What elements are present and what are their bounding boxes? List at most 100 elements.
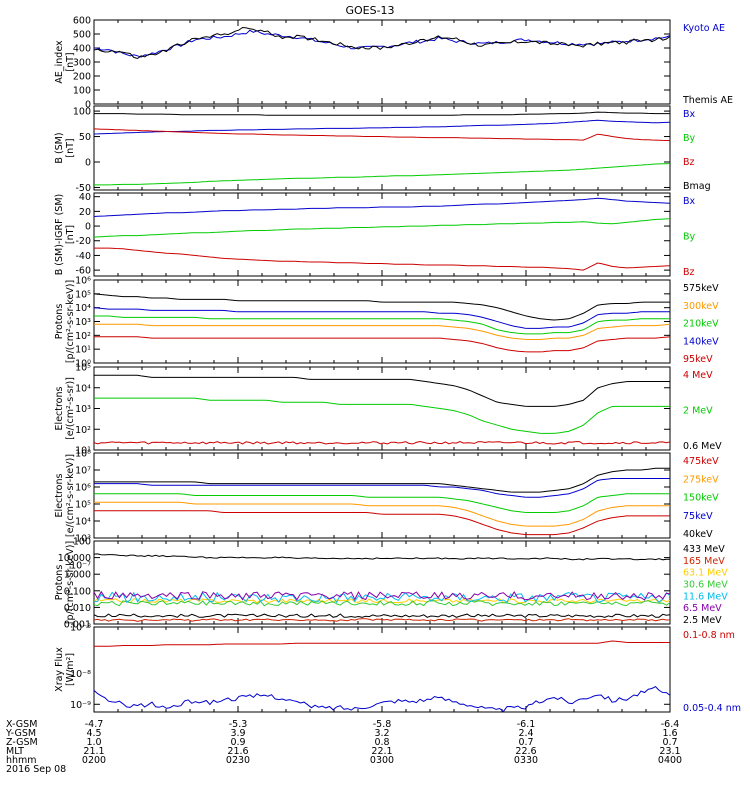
y-tick-label: 10⁴: [75, 383, 91, 394]
legend-label: 6.5 MeV: [683, 603, 722, 614]
series-line: [94, 600, 670, 607]
legend-label: 475keV: [683, 456, 719, 467]
y-axis-label: Xray Flux: [54, 647, 65, 692]
legend-label: 11.6 MeV: [683, 591, 728, 602]
x-row-label: 2016 Sep 08: [6, 764, 66, 775]
panel-frame: [93, 279, 671, 364]
x-row-label: Y-GSM: [5, 728, 36, 739]
y-tick-label: 10⁵: [75, 500, 91, 511]
y-tick-label: 0: [85, 222, 91, 233]
legend-label: 300keV: [683, 301, 719, 312]
y-tick-label: 10³: [75, 317, 91, 328]
panel-7: Protons [p/(cm²-s-sr-keV)]0.001 0.010 0.100…: [54, 537, 728, 631]
legend-label: 210keV: [683, 319, 719, 330]
series-line: [94, 218, 670, 238]
y-tick-label: 10⁴: [75, 303, 91, 314]
x-value: 1.6: [662, 728, 677, 739]
x-value: -4.7: [85, 719, 104, 730]
x-value: 4.5: [86, 728, 101, 739]
y-tick-label: 0: [85, 100, 91, 111]
y-tick-label: 1.000: [64, 570, 91, 581]
series-line: [94, 128, 670, 142]
x-row-label: hhmm: [6, 755, 37, 766]
series-line: [94, 315, 670, 335]
y-tick-label: 10²: [75, 331, 91, 342]
y-tick-label: 10⁰: [75, 359, 91, 370]
series-line: [94, 510, 670, 536]
legend-label: By: [683, 232, 696, 243]
y-axis-label: B (SM)-IGRF (SM): [54, 194, 65, 276]
legend-label: 2 MeV: [683, 406, 713, 417]
legend-label: 95keV: [683, 354, 713, 365]
x-value: 21.6: [227, 746, 248, 757]
y-tick-label: 10²: [75, 425, 91, 436]
y-tick-label: 10⁻⁸: [70, 669, 91, 680]
series-line: [94, 397, 670, 434]
x-value: 0.8: [374, 737, 389, 748]
y-axis-label: [nT]: [65, 225, 76, 244]
x-value: -5.3: [229, 719, 248, 730]
x-value: 22.1: [371, 746, 392, 757]
panel-6: Electrons [e/(cm²-s-sr-keV)]10³ 10⁴ 10⁵ 10⁶ 1…: [54, 449, 719, 545]
y-axis-label: Protons: [54, 304, 65, 340]
y-tick-label: 100: [73, 86, 91, 97]
series-line: [94, 293, 670, 321]
y-axis-label: [nT]: [65, 138, 76, 157]
x-value: 0230: [226, 755, 250, 766]
y-tick-label: 600: [73, 16, 91, 27]
chart-title: GOES-13: [345, 4, 394, 17]
legend-label: Bx: [683, 109, 696, 120]
legend-label: Bz: [683, 267, 695, 278]
panel-frame: [93, 626, 671, 713]
y-tick-label: 10⁵: [75, 289, 91, 300]
x-row-label: Z-GSM: [6, 737, 38, 748]
panel-frame: [93, 19, 671, 105]
x-value: 23.1: [659, 746, 680, 757]
y-tick-label: 10³: [75, 534, 91, 545]
y-tick-label: 20: [79, 207, 91, 218]
legend-label: 0.6 MeV: [683, 441, 722, 452]
legend-label: 4 MeV: [683, 370, 713, 381]
legend-label: Themis AE: [682, 95, 733, 106]
y-axis-label: [p/(cm²-s-sr-keV)]: [65, 541, 76, 624]
panel-2: B (SM) [nT] -50 0 50 100 Bx By Bz Bmag: [54, 105, 711, 194]
series-line: [94, 685, 670, 712]
legend-label: 75keV: [683, 511, 713, 522]
x-value: 0.9: [230, 737, 245, 748]
series-line: [94, 119, 670, 135]
panel-frame: [93, 105, 671, 191]
legend-label: 275keV: [683, 474, 719, 485]
y-tick-label: -60: [75, 266, 91, 277]
y-tick-label: -50: [75, 183, 91, 194]
legend-label: Bx: [683, 196, 696, 207]
y-tick-label: 300: [73, 58, 91, 69]
y-tick-label: 40: [79, 192, 91, 203]
x-value: 0400: [658, 755, 682, 766]
y-axis-label: B (SM): [54, 132, 65, 163]
series-line: [94, 440, 670, 445]
legend-label: By: [683, 133, 696, 144]
series-line: [94, 478, 670, 498]
panel-8: Xray Flux [W/m²] 10⁻⁹ 10⁻⁸ 10⁻⁷ 10⁻⁸ 0.1-0.8 n…: [54, 561, 741, 714]
y-tick-label: 100: [73, 537, 91, 548]
y-tick-label: 10¹: [75, 446, 91, 457]
series-line: [94, 618, 670, 622]
series-line: [94, 26, 670, 60]
y-tick-label: -40: [75, 251, 91, 262]
y-tick-label: 10⁴: [75, 517, 91, 528]
y-tick-label: 50: [79, 132, 91, 143]
legend-label: 165 MeV: [683, 556, 725, 567]
legend-label: 433 MeV: [683, 544, 725, 555]
x-value: 0330: [514, 755, 538, 766]
x-value: 0200: [82, 755, 106, 766]
legend-label: 2.5 MeV: [683, 615, 722, 626]
y-tick-label: 10⁵: [75, 363, 91, 374]
panel-4: Protons [p/(cm²-s-sr-keV)]10⁰ 10¹ 10² 10³ 10⁴…: [54, 276, 719, 370]
y-axis-label: Protons: [54, 565, 65, 601]
series-line: [94, 493, 670, 513]
x-value: 0.7: [662, 737, 677, 748]
panel-1: AE_index [nT] 0 100 200 300 400 500 600 Kyoto AE T…: [54, 16, 733, 111]
legend-label: 140keV: [683, 336, 719, 347]
